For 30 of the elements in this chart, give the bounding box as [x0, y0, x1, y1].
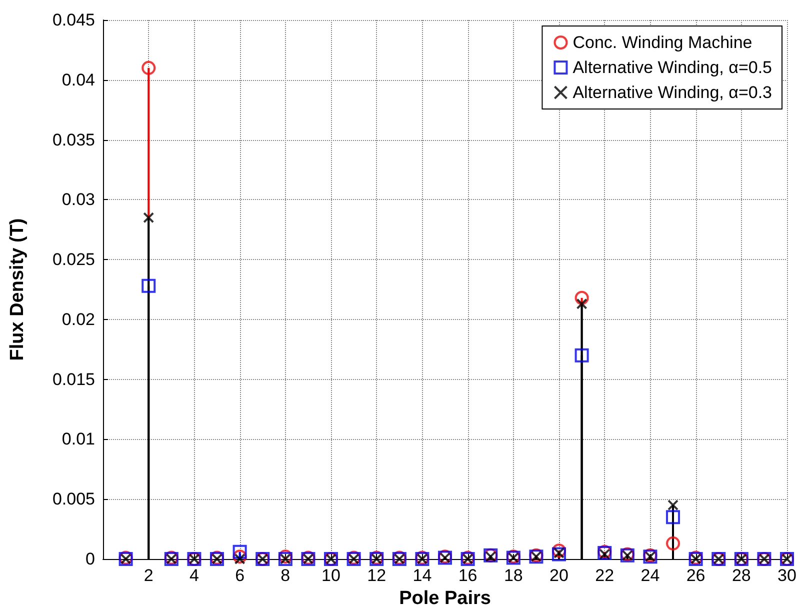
y-tick-label: 0.025: [52, 250, 95, 270]
y-tick-label: 0.035: [52, 130, 95, 150]
legend-label: Conc. Winding Machine: [572, 33, 752, 52]
x-tick-label: 10: [322, 566, 340, 585]
x-axis-title: Pole Pairs: [399, 588, 491, 609]
y-tick-label: 0.03: [62, 190, 95, 210]
y-tick-label: 0.005: [52, 490, 95, 509]
y-tick-label: 0.045: [52, 10, 95, 30]
x-tick-label: 14: [412, 566, 432, 585]
y-tick-label: 0.02: [62, 310, 95, 329]
x-tick-label: 24: [640, 566, 660, 585]
x-tick-label: 2: [144, 566, 154, 585]
x-tick-label: 30: [778, 566, 796, 585]
x-tick-label: 4: [189, 566, 199, 585]
legend-label: Alternative Winding, α=0.5: [572, 58, 772, 77]
x-tick-label: 18: [504, 566, 523, 585]
y-tick-label: 0.015: [52, 370, 95, 389]
x-tick-label: 20: [550, 566, 568, 585]
y-tick-label: 0.01: [62, 430, 95, 449]
x-tick-label: 8: [280, 566, 290, 585]
y-tick-label: 0.04: [62, 70, 95, 90]
x-tick-label: 22: [595, 566, 614, 585]
x-tick-label: 12: [367, 566, 386, 585]
x-tick-label: 16: [458, 566, 478, 585]
x-tick-label: 28: [732, 566, 751, 585]
x-tick-label: 6: [235, 566, 245, 585]
y-axis-title: Flux Density (T): [7, 218, 28, 361]
legend-label: Alternative Winding, α=0.3: [572, 83, 772, 102]
y-tick-label: 0: [86, 550, 95, 568]
x-tick-label: 26: [686, 566, 706, 585]
